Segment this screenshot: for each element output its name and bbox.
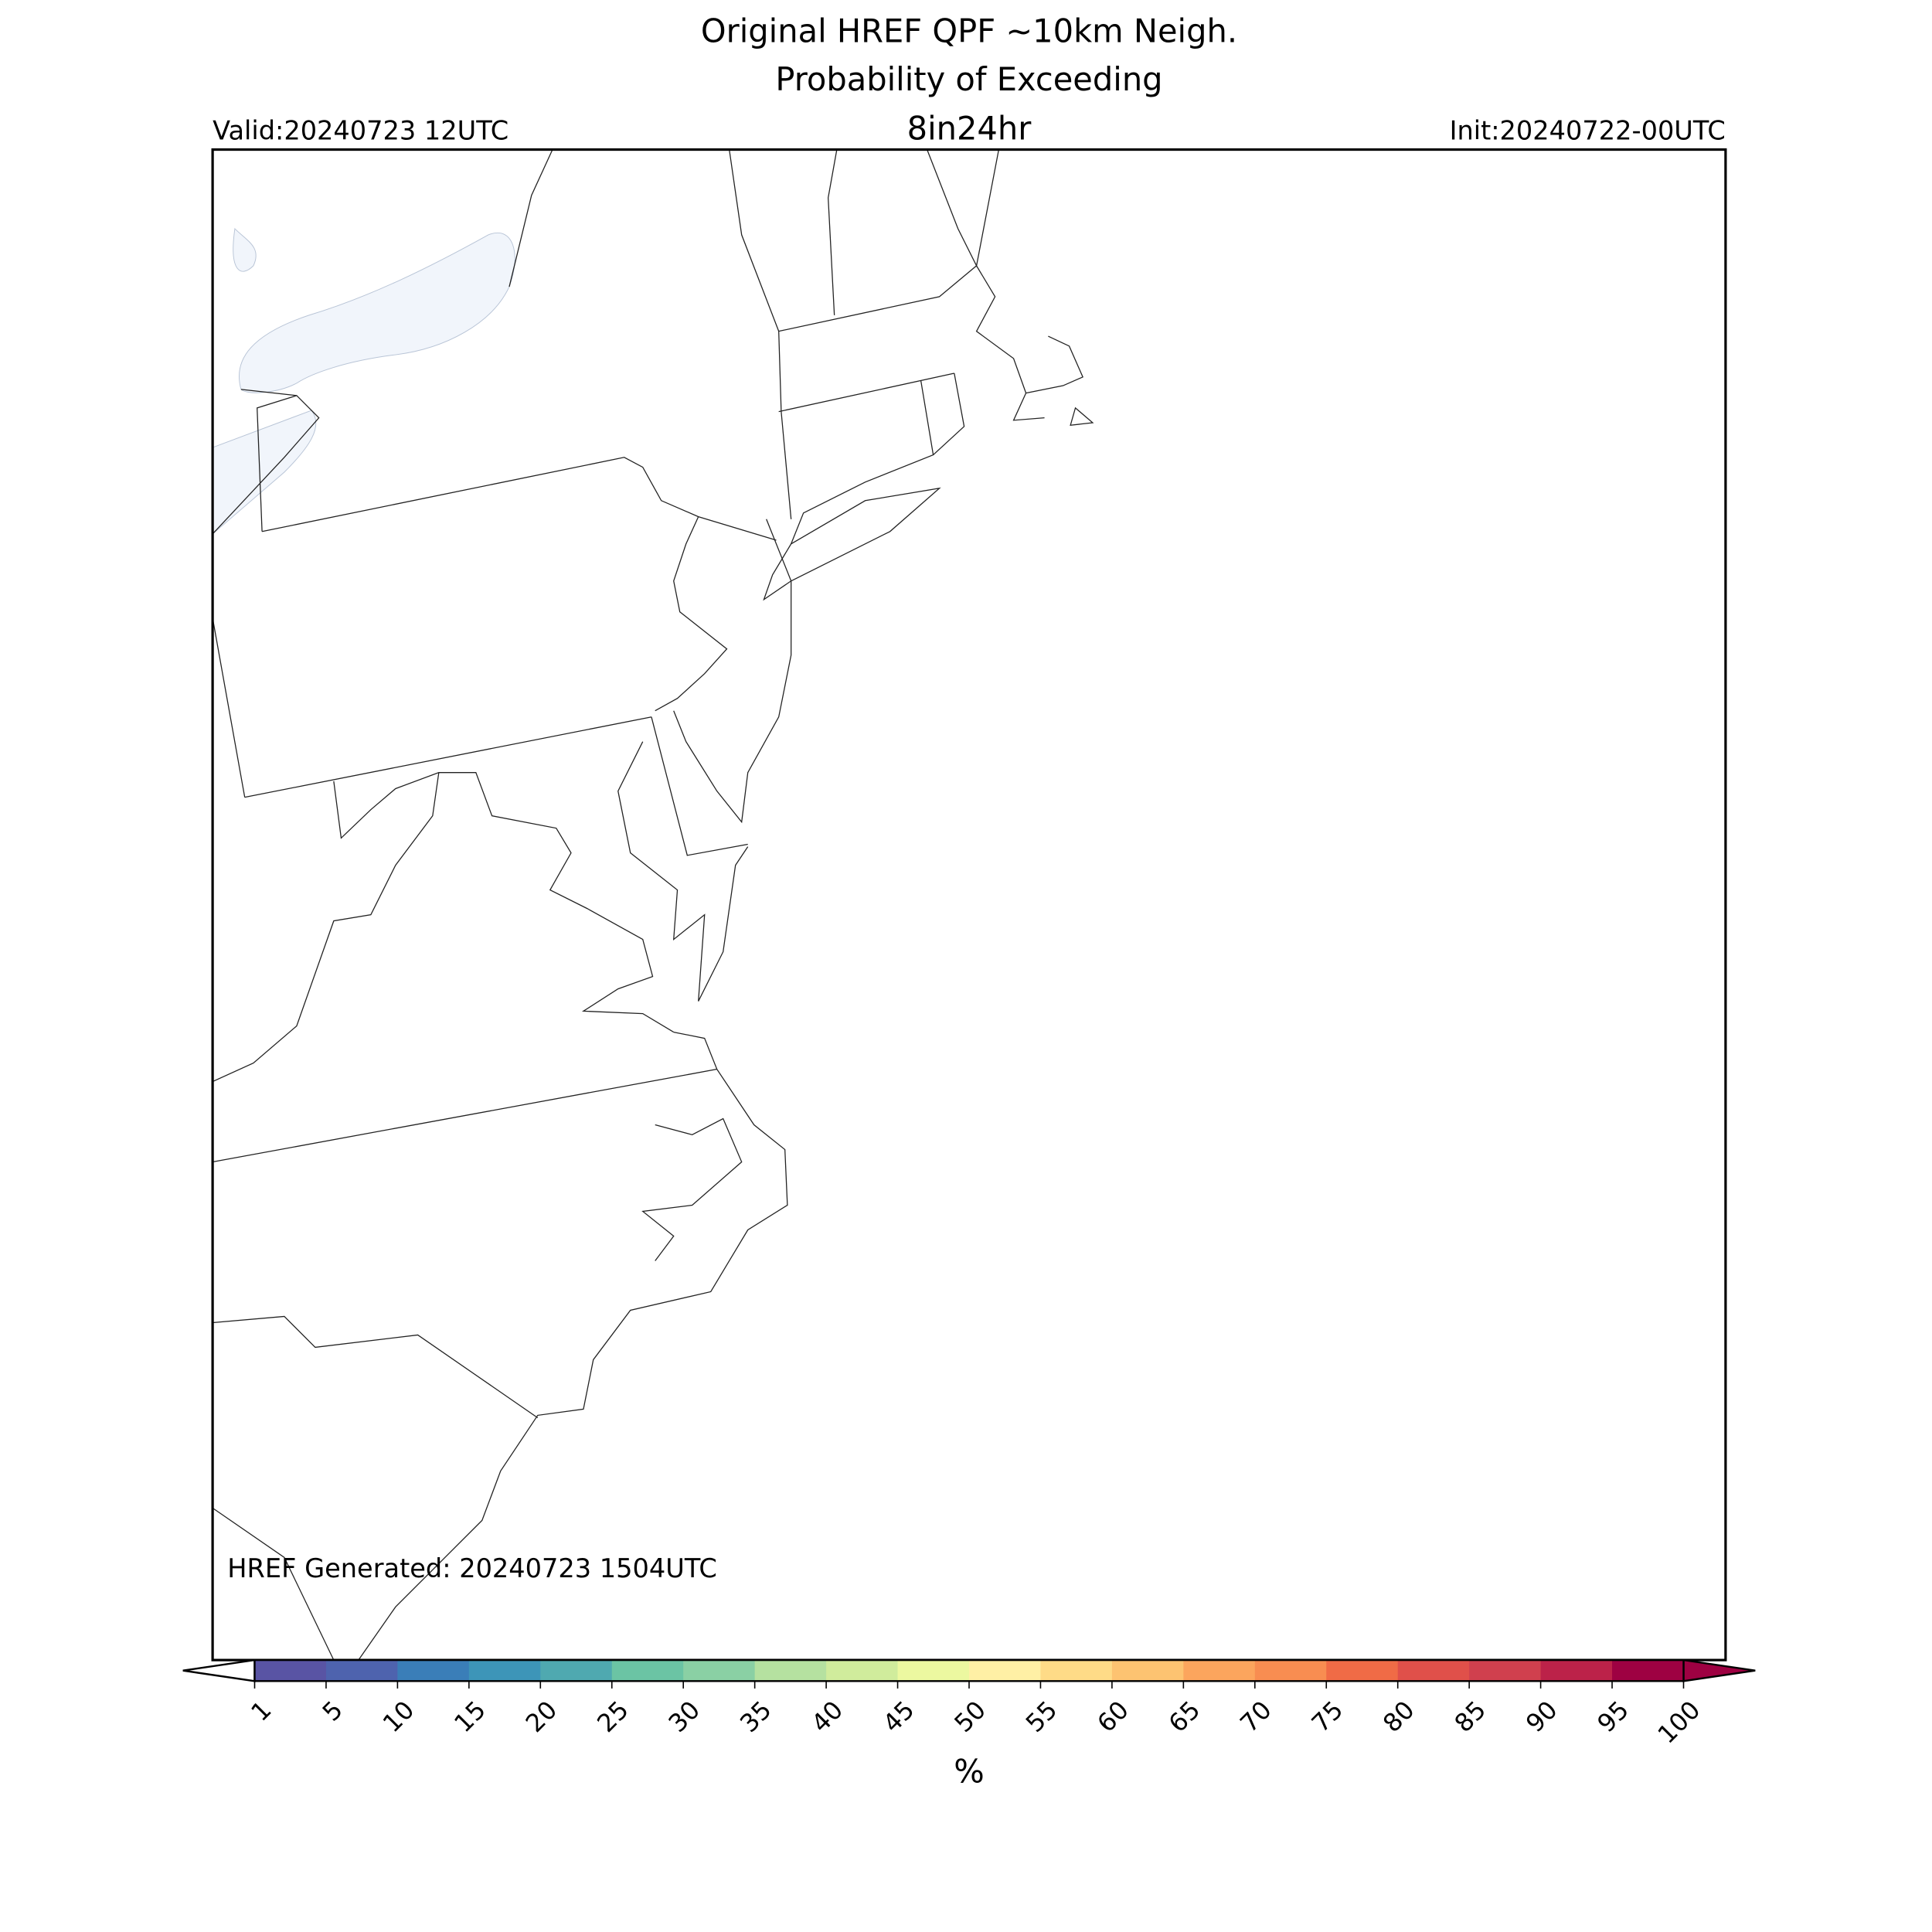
title-line: 8in24hr: [907, 110, 1032, 148]
colorbar-bin: [1326, 1660, 1399, 1682]
colorbar-bin: [1111, 1660, 1185, 1682]
colorbar-bin: [540, 1660, 613, 1682]
colorbar-bin: [1183, 1660, 1256, 1682]
colorbar-bin: [968, 1660, 1042, 1682]
colorbar-bin: [683, 1660, 756, 1682]
generated-time: HREF Generated: 20240723 1504UTC: [227, 1553, 717, 1583]
colorbar-bin: [468, 1660, 542, 1682]
title-line: Probability of Exceeding: [775, 60, 1162, 98]
colorbar-bin: [1540, 1660, 1613, 1682]
colorbar-bin: [826, 1660, 899, 1682]
colorbar-bin: [1040, 1660, 1113, 1682]
colorbar-bin: [1612, 1660, 1685, 1682]
colorbar-bin: [325, 1660, 399, 1682]
colorbar-bin: [1469, 1660, 1542, 1682]
colorbar-bin: [611, 1660, 684, 1682]
basemap: [212, 149, 1094, 1661]
colorbar-bin: [1254, 1660, 1328, 1682]
valid-time: Valid:20240723 12UTC: [213, 116, 509, 146]
colorbar-bin: [397, 1660, 470, 1682]
colorbar-bin: [1397, 1660, 1470, 1682]
init-time: Init:20240722-00UTC: [1450, 116, 1726, 146]
title-line: Original HREF QPF ~10km Neigh.: [701, 12, 1237, 49]
colorbar-bin: [897, 1660, 970, 1682]
colorbar-bin: [754, 1660, 827, 1682]
colorbar-bin: [254, 1660, 327, 1682]
colorbar-label: %: [954, 1752, 985, 1790]
